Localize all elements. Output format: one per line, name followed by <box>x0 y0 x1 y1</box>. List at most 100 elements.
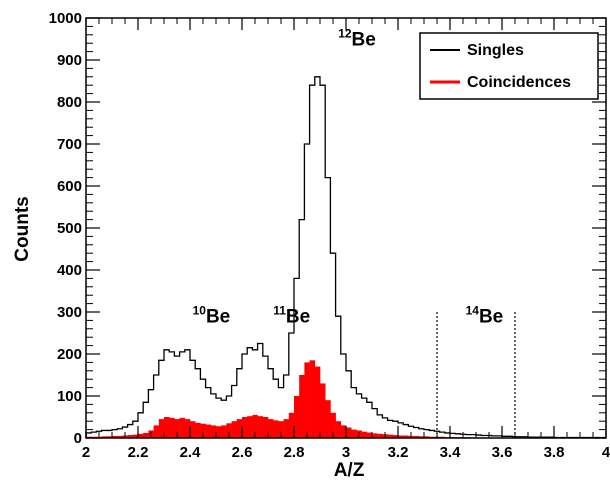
coincidences-bar <box>413 435 420 438</box>
coincidences-bar <box>231 421 238 438</box>
coincidences-bar <box>158 419 165 438</box>
coincidences-bar <box>257 416 264 438</box>
coincidences-bar <box>361 431 368 438</box>
coincidences-bar <box>294 396 300 438</box>
x-tick-label: 3 <box>342 444 350 461</box>
coincidences-bar <box>221 425 227 438</box>
coincidences-bar <box>106 436 113 438</box>
isotope-mass-number: 10 <box>193 304 207 318</box>
x-tick-label: 2.2 <box>128 444 149 461</box>
coincidences-bar <box>288 412 295 438</box>
coincidences-bar <box>169 417 175 438</box>
coincidences-bar <box>392 435 399 438</box>
x-tick-label: 2.4 <box>180 444 202 461</box>
legend-label-singles: Singles <box>467 42 524 59</box>
coincidences-bar <box>299 375 305 438</box>
coincidences-bar <box>418 436 425 438</box>
coincidences-bar <box>335 421 342 438</box>
isotope-mass-number: 12 <box>338 26 352 40</box>
coincidences-bar <box>283 419 290 438</box>
y-axis-title: Counts <box>12 196 33 261</box>
coincidences-bar <box>101 436 108 438</box>
x-tick-label: 3.4 <box>440 444 462 461</box>
y-tick-label: 0 <box>74 430 82 447</box>
x-tick-label: 3.6 <box>492 444 513 461</box>
y-tick-label: 700 <box>57 136 82 153</box>
coincidences-bar <box>143 432 149 438</box>
y-tick-label: 1000 <box>49 10 82 27</box>
legend-box <box>419 32 599 100</box>
coincidences-bar <box>377 433 383 438</box>
coincidences-bar <box>366 432 373 438</box>
coincidences-bar <box>132 434 139 438</box>
coincidences-bar <box>309 360 316 438</box>
coincidences-bar <box>340 425 347 438</box>
coincidences-bar <box>164 417 170 438</box>
x-tick-label: 3.2 <box>388 444 409 461</box>
isotope-element-symbol: Be <box>352 29 376 50</box>
y-tick-label: 300 <box>57 304 82 321</box>
coincidences-bar <box>117 435 123 438</box>
coincidences-bar <box>320 383 326 438</box>
x-axis-title: A/Z <box>334 460 365 481</box>
coincidences-bar <box>226 423 232 438</box>
coincidences-bar <box>184 419 191 438</box>
y-tick-label: 400 <box>57 262 82 279</box>
y-tick-label: 900 <box>57 52 82 69</box>
x-tick-label: 3.8 <box>544 444 565 461</box>
coincidences-bar <box>398 435 404 438</box>
isotope-element-symbol: Be <box>206 307 230 328</box>
coincidences-bar <box>252 414 258 438</box>
coincidences-bar <box>236 419 243 438</box>
coincidences-bar <box>330 412 336 438</box>
y-tick-label: 500 <box>57 220 82 237</box>
coincidences-bar <box>210 425 217 438</box>
isotope-mass-number: 11 <box>273 304 286 318</box>
legend: Singles Coincidences <box>419 32 599 100</box>
isotope-element-symbol: Be <box>479 307 503 328</box>
coincidences-bar <box>372 433 378 438</box>
coincidences-bar <box>200 423 206 438</box>
isotope-label-11be: 11Be <box>273 304 310 328</box>
isotope-label-14be: 14Be <box>466 304 504 328</box>
isotope-element-symbol: Be <box>286 307 310 328</box>
coincidences-bar <box>403 435 409 438</box>
coincidences-bar <box>351 429 357 438</box>
coincidences-bar <box>346 427 352 438</box>
coincidences-bar <box>174 419 180 438</box>
coincidences-bar <box>247 416 253 438</box>
y-tick-label: 600 <box>57 178 82 195</box>
coincidences-bar <box>262 417 269 438</box>
singles-series-line <box>85 76 606 439</box>
coincidences-bar <box>216 426 222 438</box>
coincidences-bar <box>127 435 134 438</box>
x-tick-label: 4 <box>602 444 610 461</box>
coincidences-bar <box>153 425 160 438</box>
isotope-label-12be: 12Be <box>338 26 376 50</box>
x-tick-label: 2.6 <box>232 444 253 461</box>
coincidences-bar <box>195 422 201 438</box>
coincidences-bar <box>205 424 212 438</box>
coincidences-bar <box>273 420 279 438</box>
coincidences-bar <box>424 436 430 438</box>
coincidences-bar <box>314 366 321 438</box>
y-tick-label: 800 <box>57 94 82 111</box>
coincidences-bar <box>138 433 144 438</box>
coincidences-bar <box>190 421 196 438</box>
coincidences-bar <box>278 421 284 438</box>
coincidences-bar <box>387 434 394 438</box>
coincidences-bar <box>112 435 118 438</box>
coincidences-bar <box>179 417 186 438</box>
coincidences-bar <box>242 417 248 438</box>
x-tick-label: 2 <box>82 444 90 461</box>
y-tick-label: 200 <box>57 346 82 363</box>
x-tick-label: 2.8 <box>284 444 305 461</box>
isotope-label-10be: 10Be <box>193 304 231 328</box>
coincidences-bar <box>325 400 331 438</box>
y-tick-label: 100 <box>57 388 82 405</box>
isotope-mass-number: 14 <box>466 304 480 318</box>
coincidences-bar <box>304 362 310 438</box>
coincidences-bar <box>268 419 274 438</box>
legend-label-coincidences: Coincidences <box>467 74 571 91</box>
